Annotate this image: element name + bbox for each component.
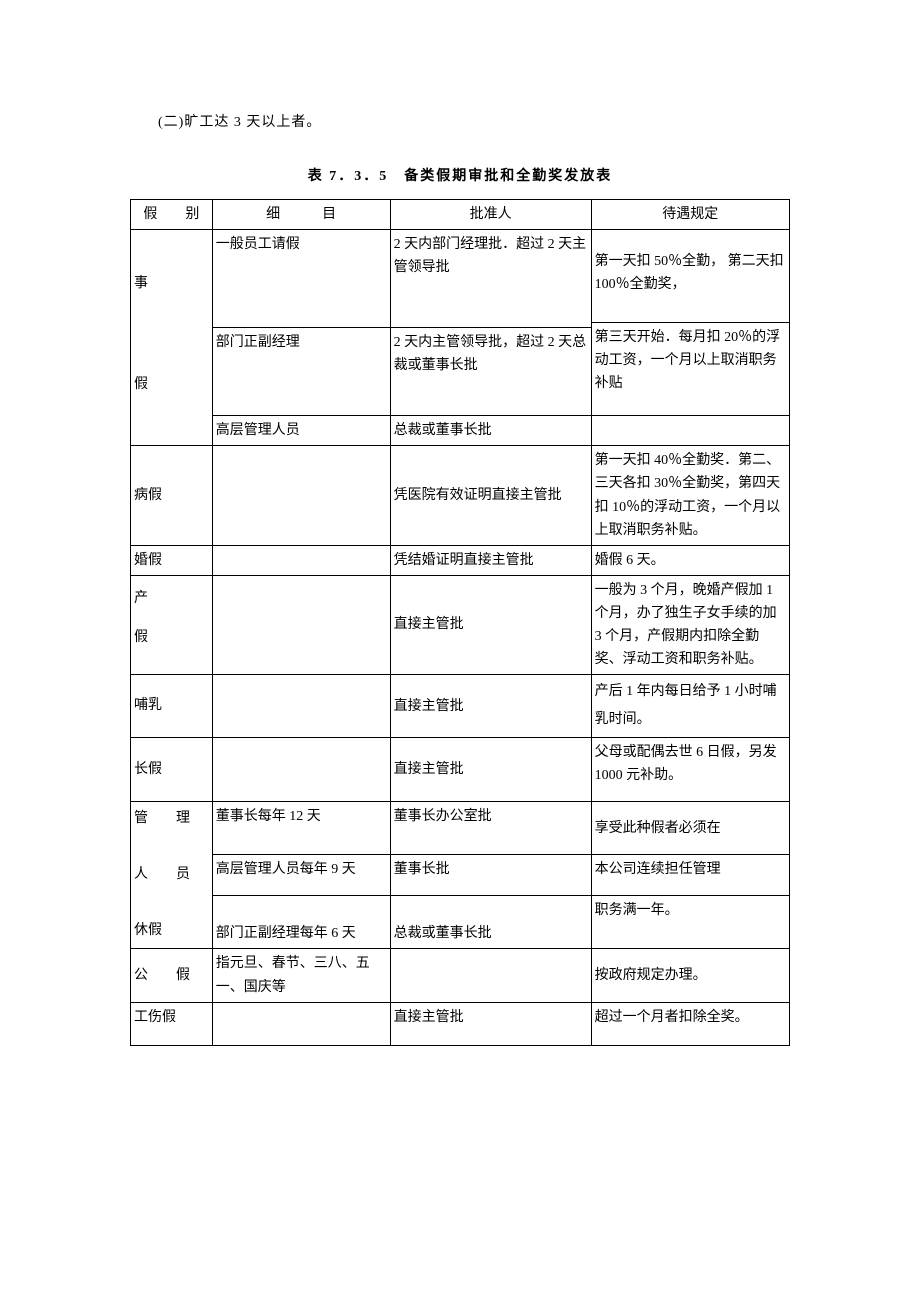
cell-treatment: 一般为 3 个月，晚婚产假加 1 个月，办了独生子女手续的加 3 个月，产假期内… [591,575,789,674]
cell-detail: 高层管理人员 [212,416,390,446]
cell-approver: 直接主管批 [390,738,591,802]
treatment-text: 第一天扣 50％全勤， 第二天扣 100％全勤奖， [592,230,789,322]
cell-detail: 部门正副经理每年 6 天 [212,896,390,949]
cell-detail: 董事长每年 12 天 [212,802,390,855]
table-row: 病假 凭医院有效证明直接主管批 第一天扣 40％全勤奖．第二、三天各扣 30％全… [131,446,790,545]
cell-treatment: 第一天扣 40％全勤奖．第二、三天各扣 30％全勤奖，第四天扣 10％的浮动工资… [591,446,789,545]
table-header-row: 假 别 细 目 批准人 待遇规定 [131,200,790,230]
leave-approval-table: 假 别 细 目 批准人 待遇规定 事 假 一般员工请假 2 天内部门经理批．超过… [130,199,790,1046]
cell-type: 管 理 人 员 休假 [131,802,213,949]
cell-type: 产 假 [131,575,213,674]
cell-detail [212,545,390,575]
cell-type: 病假 [131,446,213,545]
table-row: 事 假 一般员工请假 2 天内部门经理批．超过 2 天主管领导批 第一天扣 50… [131,230,790,328]
cell-approver: 2 天内主管领导批，超过 2 天总裁或董事长批 [390,328,591,416]
cell-approver: 凭医院有效证明直接主管批 [390,446,591,545]
cell-approver: 直接主管批 [390,575,591,674]
table-row: 高层管理人员每年 9 天 董事长批 本公司连续担任管理 [131,855,790,896]
approver-text: 2 天内部门经理批．超过 2 天主管领导批 [391,230,591,282]
header-detail: 细 目 [212,200,390,230]
cell-type: 长假 [131,738,213,802]
cell-treatment: 超过一个月者扣除全奖。 [591,1002,789,1045]
label-text: 事 [134,276,148,291]
cell-treatment: 父母或配偶去世 6 日假，另发 1000 元补助。 [591,738,789,802]
table-row: 管 理 人 员 休假 董事长每年 12 天 董事长办公室批 享受此种假者必须在 [131,802,790,855]
cell-approver: 直接主管批 [390,1002,591,1045]
cell-approver: 董事长批 [390,855,591,896]
cell-detail: 部门正副经理 [212,328,390,416]
cell-treatment: 职务满一年。 [591,896,789,949]
cell-approver: 凭结婚证明直接主管批 [390,545,591,575]
cell-type: 工伤假 [131,1002,213,1045]
cell-detail: 指元旦、春节、三八、五一、国庆等 [212,949,390,1002]
cell-treatment: 按政府规定办理。 [591,949,789,1002]
header-approver: 批准人 [390,200,591,230]
cell-detail [212,738,390,802]
cell-detail: 一般员工请假 [212,230,390,328]
cell-detail [212,1002,390,1045]
label-text: 人 员 [134,867,190,882]
cell-approver: 董事长办公室批 [390,802,591,855]
cell-detail: 高层管理人员每年 9 天 [212,855,390,896]
cell-approver: 总裁或董事长批 [390,416,591,446]
cell-approver: 直接主管批 [390,675,591,738]
cell-type: 哺乳 [131,675,213,738]
cell-treatment: 享受此种假者必须在 [591,802,789,855]
cell-treatment [591,416,789,446]
treatment-text: 第三天开始．每月扣 20％的浮动工资，一个月以上取消职务补贴 [592,322,789,398]
table-row: 长假 直接主管批 父母或配偶去世 6 日假，另发 1000 元补助。 [131,738,790,802]
label-text: 管 理 [134,811,190,826]
table-row: 高层管理人员 总裁或董事长批 [131,416,790,446]
cell-treatment: 第一天扣 50％全勤， 第二天扣 100％全勤奖， 第三天开始．每月扣 20％的… [591,230,789,416]
table-row: 婚假 凭结婚证明直接主管批 婚假 6 天。 [131,545,790,575]
detail-text: 部门正副经理 [213,328,390,357]
label-text: 假 [134,630,148,645]
table-row: 产 假 直接主管批 一般为 3 个月，晚婚产假加 1 个月，办了独生子女手续的加… [131,575,790,674]
cell-treatment: 本公司连续担任管理 [591,855,789,896]
cell-approver [390,949,591,1002]
table-row: 公 假 指元旦、春节、三八、五一、国庆等 按政府规定办理。 [131,949,790,1002]
table-row: 部门正副经理每年 6 天 总裁或董事长批 职务满一年。 [131,896,790,949]
cell-type: 婚假 [131,545,213,575]
table-title: 表 7．3．5 备类假期审批和全勤奖发放表 [130,165,790,185]
detail-text: 一般员工请假 [213,230,390,259]
cell-detail [212,675,390,738]
cell-type: 事 假 [131,230,213,446]
intro-paragraph: (二)旷工达 3 天以上者。 [130,110,790,135]
cell-approver: 总裁或董事长批 [390,896,591,949]
cell-detail [212,446,390,545]
cell-type: 公 假 [131,949,213,1002]
label-text: 假 [134,377,148,392]
cell-treatment: 产后 1 年内每日给予 1 小时哺乳时间。 [591,675,789,738]
cell-approver: 2 天内部门经理批．超过 2 天主管领导批 [390,230,591,328]
header-treatment: 待遇规定 [591,200,789,230]
cell-treatment: 婚假 6 天。 [591,545,789,575]
label-text: 产 [134,591,148,606]
label-text: 休假 [134,923,162,938]
approver-text: 2 天内主管领导批，超过 2 天总裁或董事长批 [391,328,591,380]
header-type: 假 别 [131,200,213,230]
table-row: 哺乳 直接主管批 产后 1 年内每日给予 1 小时哺乳时间。 [131,675,790,738]
cell-detail [212,575,390,674]
table-row: 工伤假 直接主管批 超过一个月者扣除全奖。 [131,1002,790,1045]
